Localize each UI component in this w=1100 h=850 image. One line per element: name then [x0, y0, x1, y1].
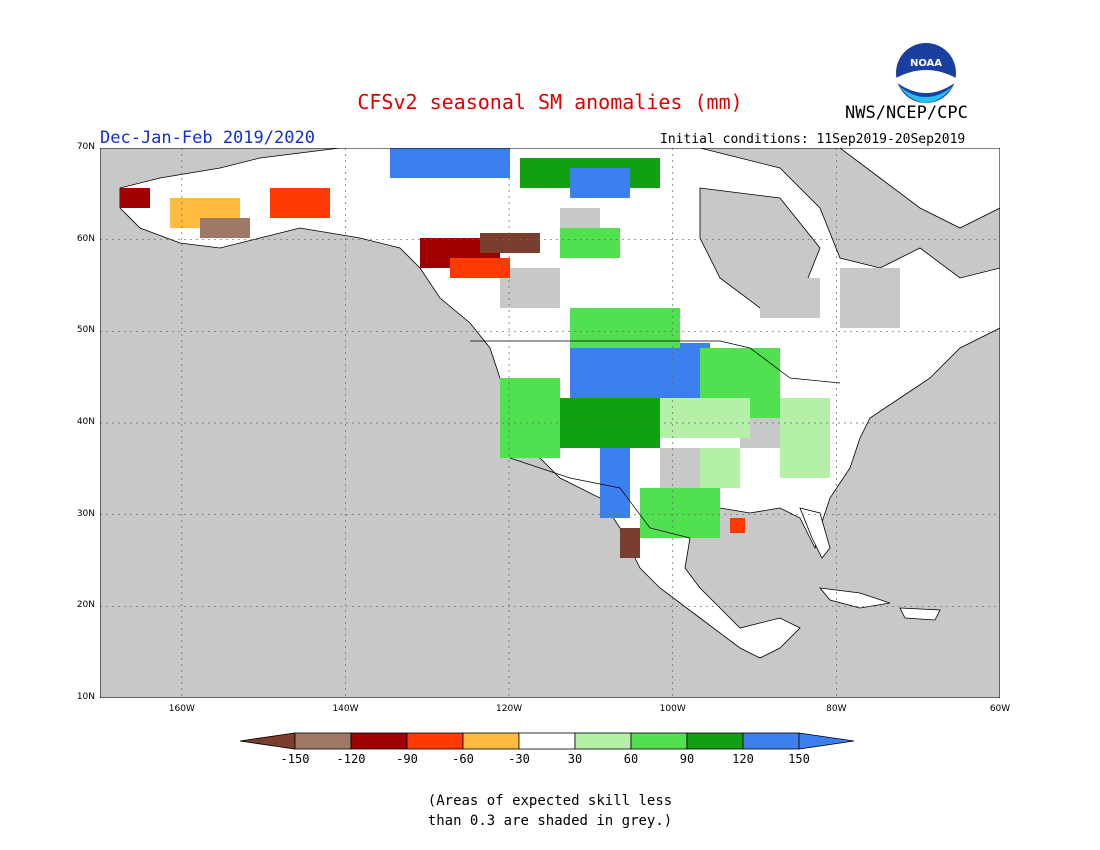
logo-lettering: NOAA: [910, 58, 942, 69]
colorbar-tick-label: 150: [788, 752, 810, 766]
colorbar-tick-label: -150: [280, 752, 310, 766]
colorbar-swatch: [574, 732, 632, 750]
colorbar-swatch: [350, 732, 408, 750]
agency-label: NWS/NCEP/CPC: [845, 103, 968, 123]
anomaly-cell: [700, 448, 740, 488]
colorbar-swatch: [686, 732, 744, 750]
anomaly-cell: [730, 518, 745, 533]
anomaly-cell: [570, 168, 630, 198]
anomaly-cell: [660, 398, 750, 438]
anomaly-cell: [500, 378, 560, 458]
map-gridlines: [100, 148, 1000, 698]
colorbar-tick-label: -30: [508, 752, 530, 766]
footnote-line-2: than 0.3 are shaded in grey.): [427, 813, 673, 829]
anomaly-cell: [780, 398, 830, 478]
colorbar-swatch: [518, 732, 576, 750]
lon-label: 120W: [496, 704, 523, 714]
noaa-logo: NOAA: [896, 43, 956, 103]
colorbar-tick-label: 60: [623, 752, 639, 766]
anomaly-cell: [560, 228, 620, 258]
colorbar-swatch: [462, 732, 520, 750]
initial-conditions-label: Initial conditions: 11Sep2019-20Sep2019: [660, 132, 966, 147]
anomaly-cell: [390, 148, 510, 178]
lon-label: 100W: [659, 704, 686, 714]
colorbar-tick-label: -120: [336, 752, 366, 766]
colorbar-tick-label: -60: [452, 752, 474, 766]
lat-label: 10N: [76, 692, 95, 702]
anomaly-cell: [270, 188, 330, 218]
lat-label: 60N: [76, 233, 95, 244]
colorbar-tick-label: 120: [732, 752, 754, 766]
colorbar-arrow-right: [798, 732, 855, 750]
lon-label: 60W: [989, 704, 1011, 714]
lon-label: 80W: [826, 704, 847, 714]
anomaly-cell: [200, 218, 250, 238]
anomaly-cell: [600, 448, 630, 518]
lon-label: 140W: [332, 704, 359, 714]
colorbar: [239, 732, 855, 750]
colorbar-tick-label: -90: [396, 752, 418, 766]
lat-label: 40N: [76, 417, 95, 427]
colorbar-swatch: [406, 732, 464, 750]
lat-label: 30N: [76, 508, 95, 519]
borders: [470, 340, 841, 539]
anomaly-cell: [640, 488, 720, 538]
northern-plains-wet: [570, 343, 710, 403]
footnote-line-1: (Areas of expected skill less: [427, 793, 673, 809]
anomaly-cell: [450, 258, 510, 278]
anomaly-cell: [570, 308, 680, 348]
anomaly-cell: [480, 233, 540, 253]
anomaly-cells: [120, 148, 830, 558]
season-label: Dec-Jan-Feb 2019/2020: [100, 128, 315, 148]
colorbar-swatch: [294, 732, 352, 750]
colorbar-swatch: [742, 732, 800, 750]
lon-label: 160W: [168, 704, 195, 714]
lat-label: 50N: [76, 325, 95, 336]
colorbar-tick-label: 30: [567, 752, 583, 766]
lat-label: 20N: [76, 600, 95, 611]
colorbar-arrow-left: [239, 732, 296, 750]
map-title: CFSv2 seasonal SM anomalies (mm): [357, 90, 743, 114]
anomaly-map: [100, 148, 1000, 698]
anomaly-cell: [120, 188, 150, 208]
colorbar-tick-label: 90: [679, 752, 695, 766]
colorbar-swatch: [630, 732, 688, 750]
lat-label: 70N: [76, 142, 95, 152]
anomaly-cell: [620, 528, 640, 558]
